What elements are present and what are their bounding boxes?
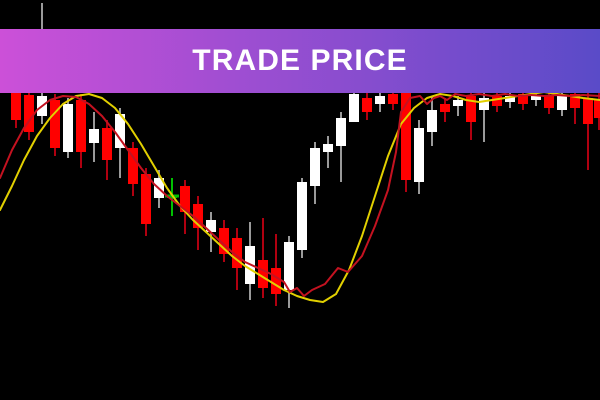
candle-body[interactable] xyxy=(284,242,294,290)
candle-body[interactable] xyxy=(375,96,385,104)
candle-body[interactable] xyxy=(492,96,502,106)
candle-body[interactable] xyxy=(594,100,600,118)
moving-average-fast-line xyxy=(0,93,600,297)
candle-wick xyxy=(262,218,264,298)
candle-wick xyxy=(483,92,485,142)
candle-body[interactable] xyxy=(505,96,515,102)
candle-body[interactable] xyxy=(232,238,242,268)
candle-body[interactable] xyxy=(63,104,73,152)
candle-body[interactable] xyxy=(557,96,567,110)
candle-body[interactable] xyxy=(180,186,190,212)
candle-body[interactable] xyxy=(414,128,424,182)
candle-body[interactable] xyxy=(89,129,99,143)
candle-body[interactable] xyxy=(24,95,34,132)
candle-body[interactable] xyxy=(401,90,411,180)
title-banner: TRADE PRICE xyxy=(0,29,600,93)
candle-body[interactable] xyxy=(102,128,112,160)
candle-body[interactable] xyxy=(11,88,21,120)
candle-body[interactable] xyxy=(271,268,281,294)
candle-body[interactable] xyxy=(115,114,125,148)
candle-body[interactable] xyxy=(531,95,541,100)
candle-body[interactable] xyxy=(258,260,268,288)
candle-body[interactable] xyxy=(388,94,398,104)
candle-body[interactable] xyxy=(206,220,216,232)
candle-body[interactable] xyxy=(466,96,476,122)
candle-body[interactable] xyxy=(362,98,372,112)
candle-body[interactable] xyxy=(50,100,60,148)
candle-wick xyxy=(587,90,589,170)
candle-body[interactable] xyxy=(141,174,151,224)
candle-body[interactable] xyxy=(440,104,450,112)
candle-body[interactable] xyxy=(570,94,580,108)
candle-body[interactable] xyxy=(128,148,138,184)
candle-body[interactable] xyxy=(427,110,437,132)
candle-body[interactable] xyxy=(544,96,554,108)
candle-body[interactable] xyxy=(453,100,463,106)
candle-body[interactable] xyxy=(297,182,307,250)
candle-body[interactable] xyxy=(310,148,320,186)
candle-wick xyxy=(340,112,342,182)
candle-body[interactable] xyxy=(583,98,593,124)
candle-body[interactable] xyxy=(349,94,359,122)
candle-body[interactable] xyxy=(336,118,346,146)
candle-body[interactable] xyxy=(76,100,86,152)
moving-average-slow-line xyxy=(0,91,600,303)
candle-body[interactable] xyxy=(219,228,229,254)
candle-body[interactable] xyxy=(323,144,333,152)
candle-body[interactable] xyxy=(193,204,203,228)
candle-body[interactable] xyxy=(518,94,528,104)
page-title: TRADE PRICE xyxy=(192,44,408,77)
candle-body[interactable] xyxy=(479,98,489,110)
